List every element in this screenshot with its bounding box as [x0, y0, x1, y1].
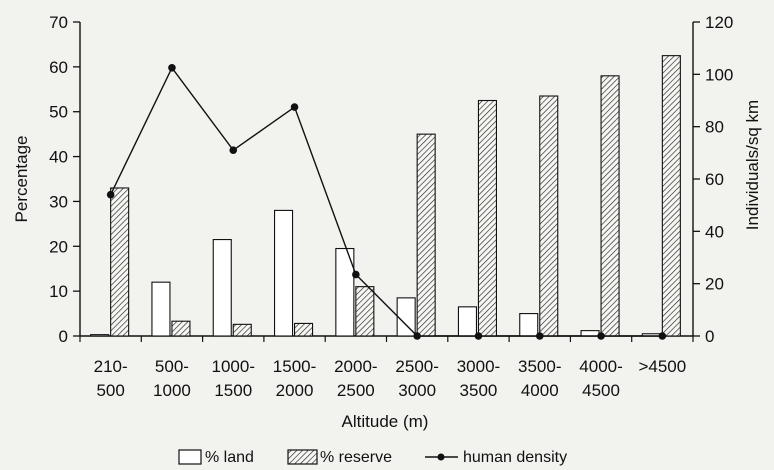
density-point-9	[658, 332, 667, 340]
bars	[90, 55, 681, 337]
density-point-2	[229, 146, 238, 155]
y-tick-label: 0	[59, 327, 68, 346]
x-axis-title: Altitude (m)	[342, 412, 429, 431]
density-point-3	[290, 103, 299, 111]
bar-land-0	[90, 334, 110, 337]
y-axis-left: 0 10 20 30 40 50 60 70	[49, 13, 81, 346]
legend-label-land: % land	[205, 449, 254, 466]
x-tick-label: 4000-	[579, 357, 622, 376]
bar-reserve-2	[232, 323, 252, 337]
x-tick-label: 2500-	[395, 357, 438, 376]
legend: % land % reserve human density	[178, 449, 567, 466]
density-point-1	[168, 63, 176, 72]
density-point-8	[597, 332, 605, 340]
y-tick-label: 40	[49, 148, 68, 167]
y2-tick-label: 40	[705, 222, 724, 241]
x-tick-label: 1500-	[273, 357, 316, 376]
x-tick-label: 500	[96, 381, 124, 400]
bar-land-6	[457, 306, 478, 337]
bar-reserve-9	[661, 55, 681, 337]
y2-tick-label: 100	[705, 65, 733, 84]
x-tick-label: 3000-	[457, 357, 500, 376]
y2-tick-label: 60	[705, 170, 724, 189]
human-density-line	[106, 63, 667, 340]
legend-item-human-density: human density	[425, 449, 567, 466]
y-axis-right: 0 20 40 60 80 100 120	[692, 13, 733, 346]
y2-axis-title: Individuals/sq km	[743, 100, 762, 230]
bar-reserve-6	[477, 99, 498, 337]
human-density-polyline	[110, 66, 663, 337]
y-tick-label: 70	[49, 13, 68, 32]
density-point-0	[106, 190, 115, 199]
bar-reserve-1	[171, 320, 191, 337]
y-tick-label: 10	[49, 282, 68, 301]
x-tick-label: 210-	[94, 357, 128, 376]
bar-land-8	[580, 330, 600, 337]
x-tick-label: 4500	[582, 381, 620, 400]
density-point-4	[352, 270, 360, 279]
bar-reserve-8	[600, 75, 620, 337]
legend-item-land: % land	[178, 449, 254, 466]
bar-reserve-7	[539, 95, 559, 337]
y2-tick-label: 120	[705, 13, 733, 32]
x-tick-label: 1000	[153, 381, 191, 400]
x-tick-label: 1500	[214, 381, 252, 400]
x-tick-labels: 210- 500 500- 1000 1000- 1500 1500- 2000 2000- 25…	[94, 357, 687, 400]
legend-item-reserve: % reserve	[287, 449, 392, 466]
y2-tick-label: 0	[705, 327, 714, 346]
legend-swatch-dot	[437, 453, 445, 461]
legend-label-human-density: human density	[463, 449, 567, 466]
bar-land-3	[273, 209, 294, 337]
bar-land-5	[396, 297, 416, 337]
y2-tick-label: 80	[705, 118, 724, 137]
bar-land-4	[335, 247, 355, 337]
x-tick-label: 3500-	[518, 357, 561, 376]
x-tick-label: 3500	[460, 381, 498, 400]
density-point-7	[535, 332, 544, 340]
y-tick-label: 30	[49, 192, 68, 211]
legend-label-reserve: % reserve	[320, 449, 392, 466]
density-point-6	[474, 332, 483, 340]
density-point-5	[413, 332, 421, 340]
legend-swatch-land	[178, 449, 202, 465]
y-tick-label: 50	[49, 103, 68, 122]
bar-land-2	[212, 239, 232, 337]
y-tick-label: 20	[49, 237, 68, 256]
x-tick-label: 4000	[521, 381, 559, 400]
x-tick-label: 2000-	[334, 357, 377, 376]
bar-reserve-4	[355, 286, 375, 337]
x-tick-label: 1000-	[212, 357, 255, 376]
y-axis-title: Percentage	[12, 136, 31, 223]
x-tick-label: 2500	[337, 381, 375, 400]
y2-tick-label: 20	[705, 275, 724, 294]
x-tick-label: 500-	[155, 357, 189, 376]
bar-land-1	[151, 281, 171, 337]
legend-swatch-reserve	[287, 449, 318, 465]
bar-reserve-3	[293, 322, 314, 337]
x-tick-label: >4500	[638, 357, 686, 376]
bar-reserve-5	[416, 133, 436, 337]
y-tick-label: 60	[49, 58, 68, 77]
x-tick-label: 2000	[276, 381, 314, 400]
x-tick-label: 3000	[398, 381, 436, 400]
bar-land-7	[519, 313, 539, 337]
bar-reserve-0	[110, 187, 130, 337]
